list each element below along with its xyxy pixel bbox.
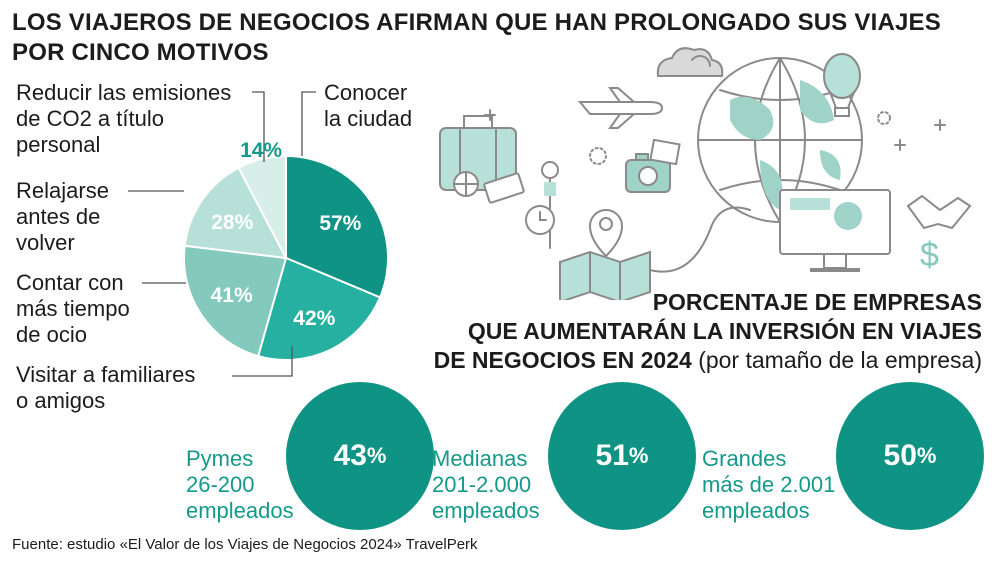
size-label-line: Medianas (432, 446, 528, 471)
sun-icon (691, 55, 711, 67)
compass-icon (541, 161, 559, 179)
page-title: LOS VIAJEROS DE NEGOCIOS AFIRMAN QUE HAN… (12, 9, 941, 66)
leader-line (232, 346, 293, 377)
unit: % (628, 443, 649, 468)
value-grandes: 50 (883, 439, 917, 472)
size-label-line: 201-2.000 (432, 472, 532, 497)
size-label-line: 26-200 (186, 472, 255, 497)
label-line: Visitar a familiares (16, 362, 196, 387)
travel-illustration: $ (439, 47, 972, 300)
circle-grandes: 50% (836, 382, 984, 530)
pie-slice (285, 154, 389, 299)
size-label-grandes: Grandes más de 2.001 empleados (702, 446, 835, 524)
size-label-line: empleados (702, 498, 810, 523)
label-line: Conocer (324, 80, 408, 105)
label-line: Relajarse (16, 178, 109, 203)
map-icon (559, 250, 651, 300)
sizes-title-line: QUE AUMENTARÁN LA INVERSIÓN EN VIAJES (467, 318, 982, 344)
label-line: más tiempo (16, 296, 130, 321)
label-line: volver (16, 230, 75, 255)
circle-pymes: 43% (286, 382, 434, 530)
label-line: antes de (16, 204, 101, 229)
sizes-title-suffix: (por tamaño de la empresa) (698, 347, 982, 373)
pie-value-label: 41% (211, 284, 253, 307)
pie-slice (256, 256, 382, 361)
leader-line (301, 91, 316, 156)
value-medianas: 51 (595, 439, 629, 472)
unit: % (916, 443, 937, 468)
label-tiempo-ocio: Contar con más tiempo de ocio (16, 270, 130, 348)
pie-slice (183, 244, 288, 358)
label-relajarse: Relajarse antes de volver (16, 178, 109, 256)
label-reducir-emisiones: Reducir las emisiones de CO2 a título pe… (16, 80, 231, 158)
size-label-line: Pymes (186, 446, 254, 471)
dollar-icon: $ (920, 236, 939, 274)
label-line: de CO2 a título (16, 106, 164, 131)
unit: % (366, 443, 387, 468)
size-label-line: más de 2.001 (702, 472, 836, 497)
label-line: la ciudad (324, 106, 413, 131)
size-label-line: empleados (432, 498, 540, 523)
handshake-icon (906, 194, 972, 230)
size-label-pymes: Pymes 26-200 empleados (186, 446, 294, 524)
pie-value-label: 57% (319, 212, 361, 235)
label-line: personal (16, 132, 101, 157)
label-line: de ocio (16, 322, 87, 347)
label-line: Contar con (16, 270, 124, 295)
size-label-line: empleados (186, 498, 294, 523)
photo-icon (649, 138, 681, 166)
circle-medianas: 51% (548, 382, 696, 530)
pie-value-label: 42% (293, 307, 335, 330)
sizes-title: PORCENTAJE DE EMPRESAS QUE AUMENTARÁN LA… (434, 288, 982, 375)
leader-line (252, 91, 265, 162)
label-conocer-ciudad: Conocer la ciudad (324, 80, 412, 132)
airplane-icon (577, 87, 664, 129)
source-note: Fuente: estudio «El Valor de los Viajes … (12, 536, 478, 553)
value-pymes: 43 (333, 439, 367, 472)
hot-air-balloon-icon (823, 53, 861, 99)
location-pin-icon (588, 209, 624, 258)
pie-slice (183, 166, 288, 260)
size-label-medianas: Medianas 201-2.000 empleados (432, 446, 540, 524)
pie-value-label: 28% (211, 211, 253, 234)
label-line: Reducir las emisiones (16, 80, 232, 105)
label-visitar-familiares: Visitar a familiares o amigos (16, 362, 195, 414)
ticket-icon (483, 172, 525, 204)
label-line: o amigos (16, 388, 106, 413)
sizes-title-line: DE NEGOCIOS EN 2024 (433, 347, 692, 373)
pie-value-label: 14% (240, 139, 282, 162)
pie-slice (237, 154, 287, 259)
cloud-icon (656, 47, 724, 77)
size-label-line: Grandes (702, 446, 787, 471)
sizes-title-line: PORCENTAJE DE EMPRESAS (652, 289, 982, 315)
